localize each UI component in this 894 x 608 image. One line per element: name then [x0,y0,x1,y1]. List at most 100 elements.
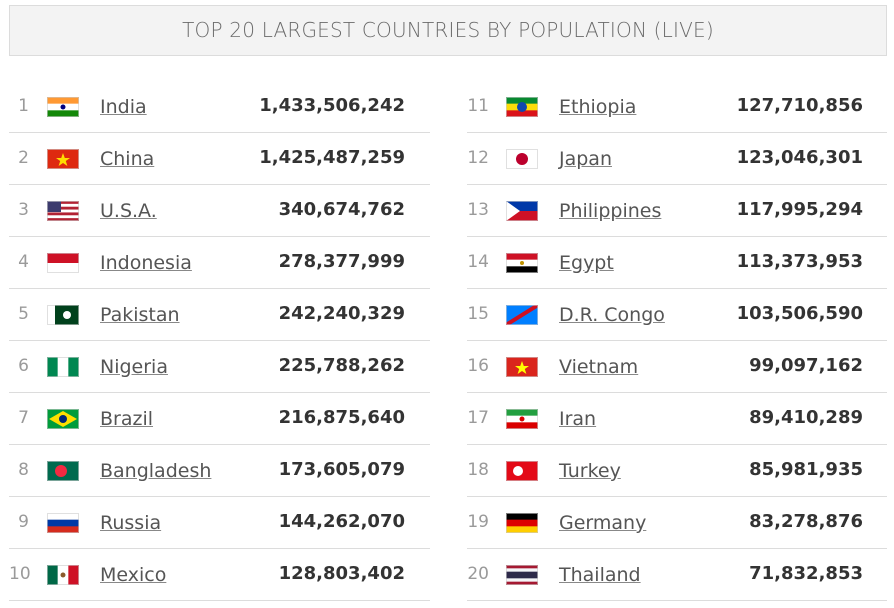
flag-stripe [47,263,79,273]
country-row: 16 Vietnam 99,097,162 [467,341,887,393]
rank: 3 [18,200,29,220]
country-row: 12 Japan 123,046,301 [467,133,887,185]
country-link[interactable]: Germany [559,512,647,534]
flag-icon [47,305,79,325]
flag-stripe [47,110,79,117]
country-link[interactable]: Bangladesh [100,460,212,482]
flag-stripe [506,409,538,416]
rank: 4 [18,252,29,272]
rank: 13 [467,200,489,220]
rank: 20 [467,564,489,584]
flag-border [506,565,538,585]
flag-stripe [47,513,79,520]
country-row: 14 Egypt 113,373,953 [467,237,887,289]
rank: 15 [467,304,489,324]
country-link[interactable]: Mexico [100,564,167,586]
flag-border [47,305,79,325]
rank: 14 [467,252,489,272]
population: 173,605,079 [278,459,405,480]
country-link[interactable]: Nigeria [100,356,168,378]
country-row: 11 Ethiopia 127,710,856 [467,81,887,133]
flag-border [506,149,538,169]
flag-stripe [506,422,538,429]
country-link[interactable]: China [100,148,155,170]
flag-emblem [59,415,67,423]
flag-icon [506,357,538,377]
flag-triangle [506,201,520,221]
flag-icon [506,461,538,481]
flag-stripe [506,513,538,520]
country-link[interactable]: Ethiopia [559,96,637,118]
country-row: 18 Turkey 85,981,935 [467,445,887,497]
country-link[interactable]: Pakistan [100,304,180,326]
flag-icon [47,253,79,273]
country-link[interactable]: Egypt [559,252,614,274]
flag-canton [47,201,61,212]
rank: 5 [18,304,29,324]
flag-stripe [47,215,79,219]
flag-stripe [47,218,79,221]
country-row: 9 Russia 144,262,070 [9,497,430,549]
flag-icon [506,409,538,429]
rank: 10 [9,564,31,584]
country-row: 19 Germany 83,278,876 [467,497,887,549]
flag-border [47,97,79,117]
rank: 16 [467,356,489,376]
flag-icon [47,149,79,169]
country-link[interactable]: Japan [559,148,612,170]
country-link[interactable]: Turkey [559,460,621,482]
flag-stripe [55,305,64,325]
flag-emblem [516,153,528,165]
flag-border [47,201,79,221]
flag-emblem [55,465,67,477]
country-link[interactable]: Philippines [559,200,662,222]
flag-border [47,513,79,533]
flag-stripe [47,565,58,585]
flag-border [506,513,538,533]
flag-stripe [506,571,538,576]
flag-stripe [47,357,58,377]
flag-emblem [63,311,71,319]
flag-stripe [506,568,538,572]
flag-icon [506,97,538,117]
country-link[interactable]: Russia [100,512,162,534]
country-row: 10 Mexico 128,803,402 [9,549,430,601]
flag-stripe [506,266,538,273]
flag-stripe [506,110,538,117]
country-link[interactable]: Indonesia [100,252,192,274]
country-link[interactable]: D.R. Congo [559,304,665,326]
flag-border [506,461,538,481]
flag-border [506,409,538,429]
country-link[interactable]: Brazil [100,408,154,430]
flag-stripe [68,565,79,585]
country-row: 8 Bangladesh 173,605,079 [9,445,430,497]
flag-stripe [506,97,538,104]
country-row: 6 Nigeria 225,788,262 [9,341,430,393]
country-row: 17 Iran 89,410,289 [467,393,887,445]
flag-stripe [47,253,79,264]
country-link[interactable]: Vietnam [559,356,639,378]
flag-stripe [506,519,538,527]
flag-emblem [520,261,524,265]
flag-icon [47,461,79,481]
country-link[interactable]: India [100,96,147,118]
population: 242,240,329 [278,303,405,324]
country-link[interactable]: Thailand [559,564,641,586]
flag-stripe [506,565,538,569]
population: 225,788,262 [278,355,405,376]
flag-stripe [506,253,538,260]
flag-stripe [47,201,79,205]
population: 99,097,162 [749,355,863,376]
flag-icon [506,149,538,169]
population: 278,377,999 [278,251,405,272]
population: 128,803,402 [278,563,405,584]
flag-stripe [506,526,538,533]
flag-icon [47,409,79,429]
flag-stripe [47,212,79,216]
country-link[interactable]: U.S.A. [100,200,157,222]
flag-border [506,201,538,221]
rank: 6 [18,356,29,376]
country-link[interactable]: Iran [559,408,597,430]
population: 103,506,590 [736,303,863,324]
flag-stripe [506,201,538,212]
